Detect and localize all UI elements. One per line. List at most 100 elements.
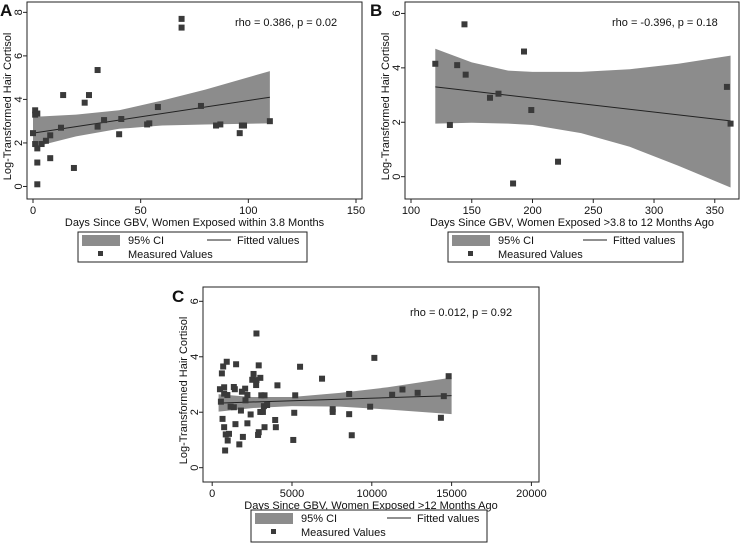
data-point [60, 92, 67, 99]
x-tick-label: 350 [706, 205, 724, 217]
ci-band [218, 377, 452, 415]
y-tick-label: 6 [189, 298, 201, 304]
legend: 95% CI Fitted values Measured Values [77, 231, 308, 263]
data-point [30, 130, 36, 137]
data-point [274, 382, 281, 389]
panel-letter: A [0, 1, 12, 20]
data-point [255, 362, 262, 369]
x-axis-title: Days Since GBV, Women Exposed >3.8 to 12… [430, 217, 714, 229]
x-tick-label: 0 [209, 488, 215, 500]
data-point [94, 123, 101, 130]
data-point [101, 117, 108, 124]
data-point [266, 118, 273, 125]
data-point [239, 433, 246, 440]
panel-letter: C [172, 287, 184, 306]
data-point [85, 92, 92, 99]
panel-c: 0 5000 10000 15000 20000 0 2 4 6 Days Since GBV, … [172, 286, 547, 543]
data-point [216, 386, 223, 393]
data-point [261, 424, 268, 431]
data-point [528, 107, 535, 114]
data-point [224, 437, 231, 444]
y-tick-label: 2 [391, 119, 403, 125]
legend-point-swatch [468, 251, 473, 256]
data-point [261, 392, 268, 399]
data-point [290, 436, 297, 443]
data-point [222, 431, 229, 438]
data-point [255, 429, 262, 436]
data-point [253, 330, 260, 337]
legend-point-swatch [98, 251, 103, 256]
data-point [221, 424, 228, 431]
data-point [222, 447, 229, 454]
data-point [389, 391, 396, 398]
legend-ci-label: 95% CI [301, 513, 337, 525]
plot-frame [26, 1, 363, 200]
data-point [42, 137, 49, 144]
fit-line [218, 395, 452, 404]
data-point [297, 363, 304, 370]
data-point [34, 145, 41, 152]
data-point [241, 122, 248, 129]
data-point [272, 424, 279, 431]
y-tick-label: 0 [13, 183, 25, 189]
y-tick-label: 4 [391, 65, 403, 71]
data-point [272, 416, 279, 423]
x-tick-label: 300 [645, 205, 663, 217]
plot-frame [404, 1, 740, 200]
data-point [178, 24, 185, 31]
data-point [264, 402, 271, 409]
data-point [197, 102, 204, 109]
data-point [242, 385, 249, 392]
data-point [232, 421, 239, 428]
y-tick-label: 6 [13, 53, 25, 59]
data-point [249, 376, 256, 383]
data-point [213, 122, 220, 129]
data-point [81, 99, 88, 106]
data-point [414, 389, 421, 396]
data-point [462, 71, 469, 78]
y-tick-label: 0 [189, 465, 201, 471]
data-point [723, 83, 730, 90]
data-point [217, 398, 224, 405]
data-point [461, 21, 468, 28]
legend-fit-label: Fitted values [237, 235, 300, 247]
data-point [32, 141, 39, 148]
legend-points-label: Measured Values [498, 249, 583, 261]
y-tick-label: 8 [13, 9, 25, 15]
plot-frame [202, 286, 540, 483]
x-tick-label: 150 [463, 205, 481, 217]
data-point [348, 432, 355, 439]
x-tick-label: 10000 [357, 488, 388, 500]
data-point [34, 110, 41, 117]
data-point [32, 107, 39, 114]
data-point [367, 403, 374, 410]
x-tick-label: 15000 [436, 488, 467, 500]
legend-point-swatch [271, 529, 276, 534]
y-tick-label: 2 [13, 140, 25, 146]
data-point [555, 158, 562, 165]
x-tick-label: 50 [135, 205, 147, 217]
x-tick-label: 100 [239, 205, 257, 217]
data-point [486, 94, 493, 101]
data-point [227, 403, 234, 410]
data-point [244, 420, 251, 427]
legend-ci-swatch [452, 235, 490, 246]
legend-fit-label: Fitted values [613, 235, 676, 247]
data-point [454, 62, 461, 69]
legend-ci-swatch [255, 513, 293, 524]
x-tick-label: 150 [347, 205, 365, 217]
legend-frame [77, 231, 308, 263]
data-point [218, 370, 225, 377]
data-point [440, 393, 447, 400]
panel-letter: B [370, 1, 382, 20]
data-point [225, 430, 232, 437]
data-point [253, 377, 260, 384]
data-point [399, 386, 406, 393]
y-tick-label: 2 [189, 409, 201, 415]
panel-a: 0 50 100 150 0 2 4 6 8 Days Since GBV, Women Expo… [0, 1, 365, 263]
data-point [329, 408, 336, 415]
x-axis-title: Days Since GBV, Women Exposed >12 Months… [244, 500, 497, 512]
data-point [247, 411, 254, 418]
y-tick-label: 0 [391, 174, 403, 180]
